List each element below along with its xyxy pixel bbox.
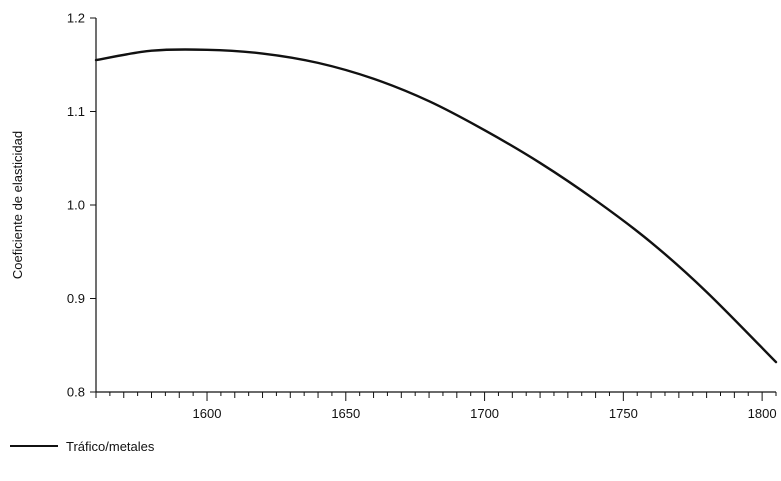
y-tick-label: 1.2	[67, 11, 85, 26]
legend-label: Tráfico/metales	[66, 438, 155, 454]
y-tick-label: 0.8	[67, 385, 85, 400]
y-tick-label: 1.1	[67, 104, 85, 119]
legend: Tráfico/metales	[10, 436, 154, 456]
y-tick-label: 0.9	[67, 291, 85, 306]
y-tick-label: 1.0	[67, 198, 85, 213]
plot-area	[94, 48, 778, 364]
x-tick-label: 1600	[193, 406, 222, 421]
x-tick-label: 1650	[331, 406, 360, 421]
x-tick-label: 1700	[470, 406, 499, 421]
x-tick-label: 1750	[609, 406, 638, 421]
series-line-trafico-metales	[94, 48, 778, 364]
x-tick-label: 1800	[748, 406, 777, 421]
legend-line-swatch	[10, 445, 58, 447]
y-axis-title: Coeficiente de elasticidad	[10, 131, 25, 279]
axes: 0.8 0.9 1.0 1.1 1.2 1600 1650 1700 1750 1800	[67, 11, 777, 422]
